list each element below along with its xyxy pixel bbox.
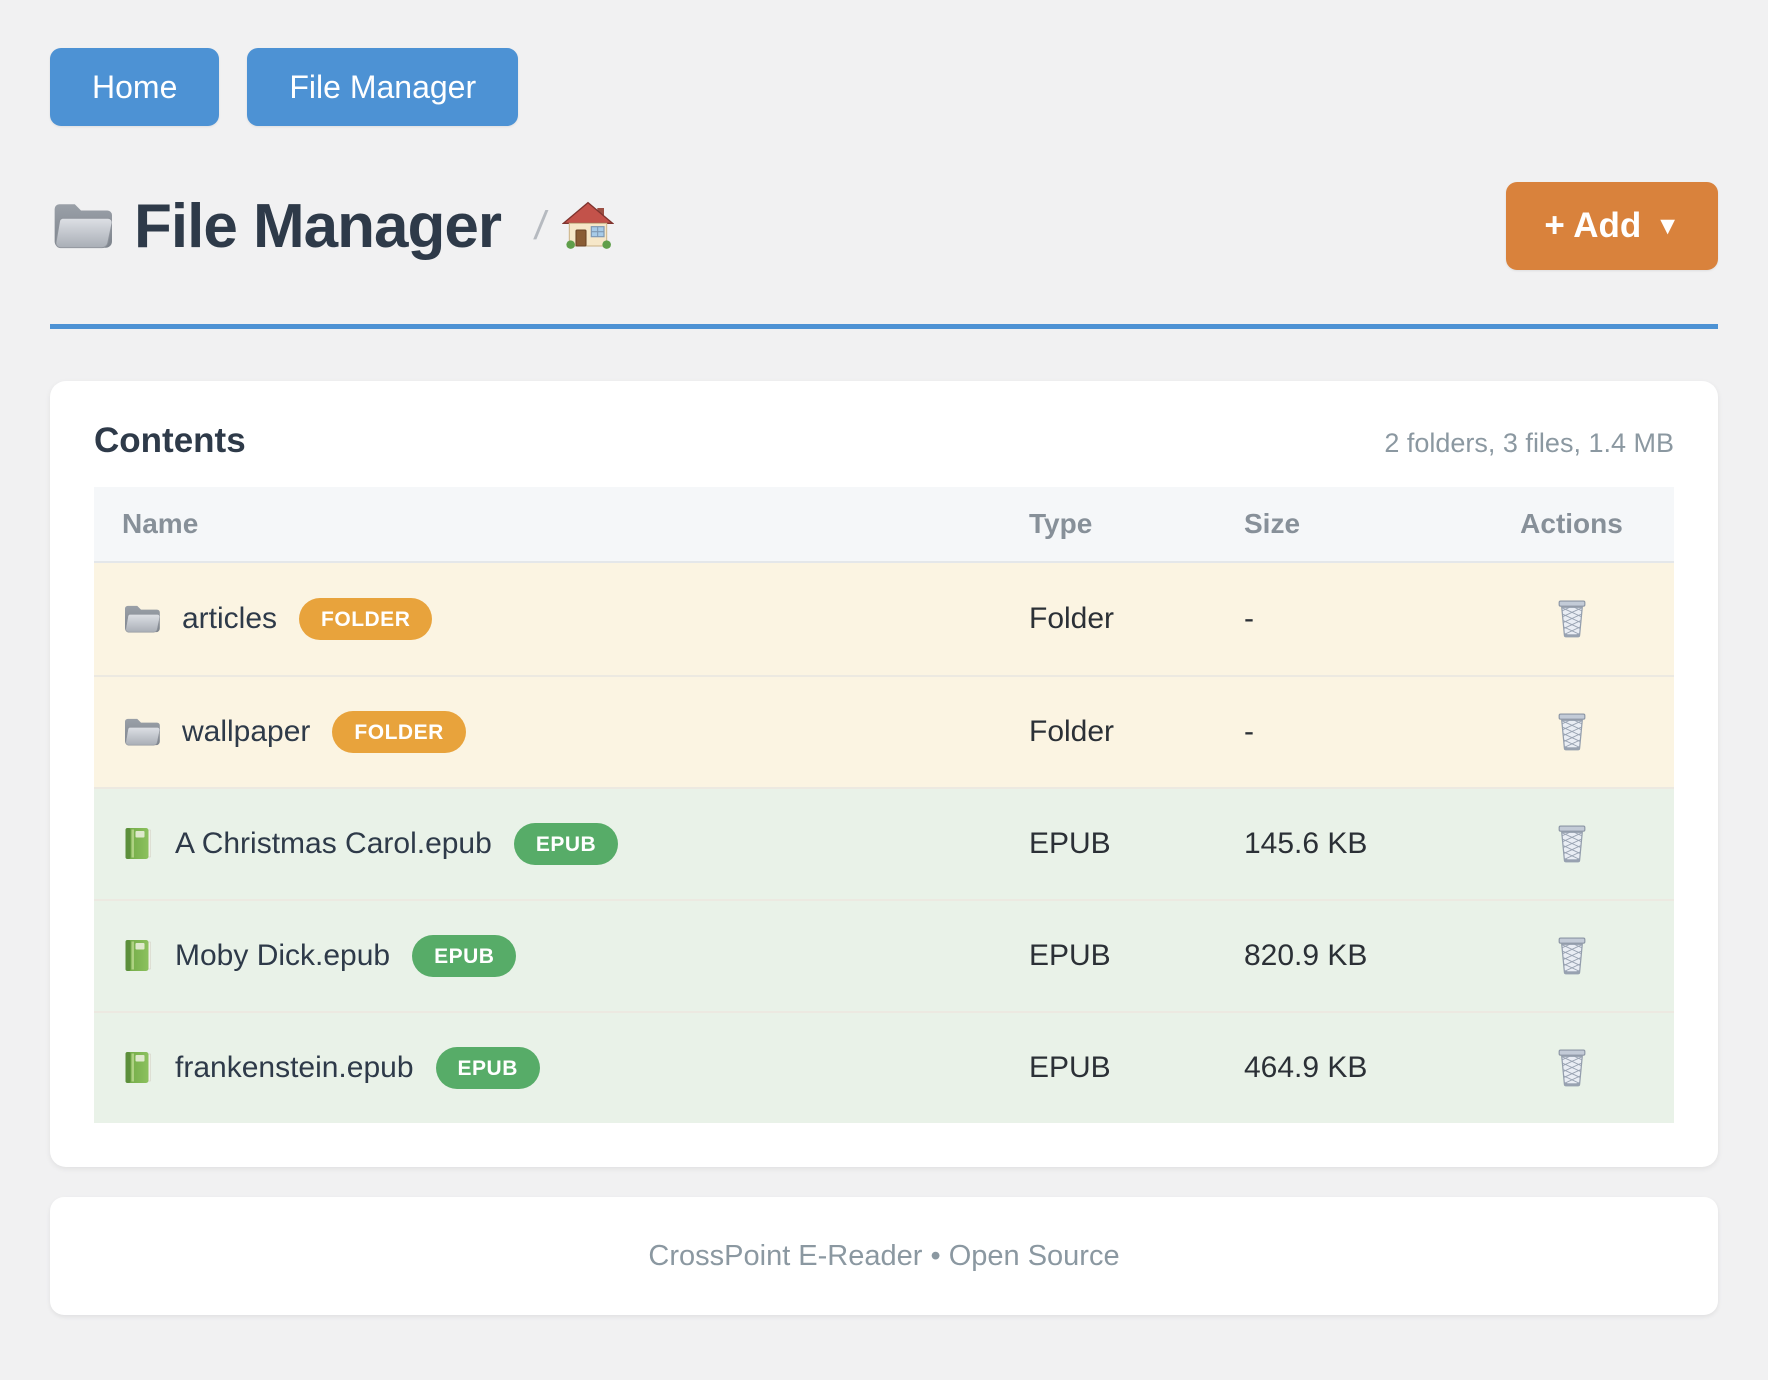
row-size: - (1244, 602, 1254, 635)
nav-button-home[interactable]: Home (50, 48, 220, 126)
contents-heading: Contents (94, 421, 246, 460)
table-row-wallpaper[interactable]: wallpaper FOLDER Folder - (94, 675, 1674, 787)
contents-summary: 2 folders, 3 files, 1.4 MB (1384, 428, 1674, 458)
delete-button[interactable] (1548, 930, 1596, 981)
title-group: File Manager / (50, 191, 1506, 262)
page-title: File Manager (134, 191, 502, 261)
breadcrumb-separator: / (531, 203, 550, 248)
table-row-moby-dick[interactable]: Moby Dick.epub EPUB EPUB 820.9 KB (94, 899, 1674, 1011)
trash-icon (1554, 936, 1590, 975)
epub-badge: EPUB (513, 823, 619, 865)
row-size: 145.6 KB (1244, 827, 1368, 860)
house-icon[interactable] (562, 201, 614, 251)
table-header-row: Name Type Size Actions (94, 487, 1674, 563)
table-row-articles[interactable]: articles FOLDER Folder - (94, 563, 1674, 675)
contents-card: Contents 2 folders, 3 files, 1.4 MB Name… (50, 381, 1718, 1167)
trash-icon (1554, 712, 1590, 751)
trash-icon (1554, 1048, 1590, 1087)
top-nav: Home File Manager (50, 48, 1718, 126)
delete-button[interactable] (1548, 593, 1596, 644)
row-name: frankenstein.epub (175, 1051, 414, 1084)
title-divider (50, 324, 1718, 329)
row-size: 464.9 KB (1244, 1051, 1368, 1084)
row-name: wallpaper (182, 715, 311, 748)
folder-badge: FOLDER (332, 711, 466, 753)
delete-button[interactable] (1548, 706, 1596, 757)
column-header-size: Size (1244, 508, 1301, 539)
nav-button-file-manager[interactable]: File Manager (247, 48, 519, 126)
row-type: EPUB (1029, 939, 1111, 972)
folder-icon (124, 605, 160, 633)
chevron-down-icon: ▼ (1655, 211, 1680, 240)
row-name-cell: articles FOLDER (94, 598, 1029, 640)
row-type: EPUB (1029, 827, 1111, 860)
contents-card-header: Contents 2 folders, 3 files, 1.4 MB (94, 421, 1674, 461)
row-name-cell: wallpaper FOLDER (94, 711, 1029, 753)
row-size: - (1244, 715, 1254, 748)
folder-icon (54, 203, 112, 249)
table-row-a-christmas-carol[interactable]: A Christmas Carol.epub EPUB EPUB 145.6 K… (94, 787, 1674, 899)
delete-button[interactable] (1548, 818, 1596, 869)
page-header: File Manager / + Add ▼ (50, 182, 1718, 270)
row-type: Folder (1029, 715, 1115, 748)
file-manager-page: Home File Manager File Manager / + Add ▼… (50, 48, 1718, 1315)
book-icon (125, 1051, 151, 1084)
epub-badge: EPUB (435, 1047, 540, 1089)
folder-icon (124, 718, 160, 746)
add-button[interactable]: + Add ▼ (1506, 182, 1718, 270)
row-type: Folder (1029, 602, 1115, 635)
row-type: EPUB (1029, 1051, 1111, 1084)
add-button-label: + Add (1544, 206, 1642, 245)
trash-icon (1554, 599, 1590, 638)
row-name-cell: Moby Dick.epub EPUB (94, 935, 1029, 977)
delete-button[interactable] (1548, 1042, 1596, 1093)
column-header-type: Type (1029, 508, 1093, 539)
epub-badge: EPUB (412, 935, 517, 977)
breadcrumb: / (531, 201, 614, 251)
file-table: Name Type Size Actions articles FOLDER F… (94, 487, 1674, 1123)
row-name-cell: A Christmas Carol.epub EPUB (94, 823, 1029, 865)
footer-text: CrossPoint E-Reader • Open Source (648, 1239, 1120, 1272)
column-header-actions: Actions (1520, 508, 1623, 539)
column-header-name: Name (122, 508, 199, 539)
row-size: 820.9 KB (1244, 939, 1368, 972)
row-name: A Christmas Carol.epub (175, 827, 492, 860)
row-name: articles (182, 602, 278, 635)
trash-icon (1554, 824, 1590, 863)
row-name: Moby Dick.epub (175, 939, 391, 972)
book-icon (125, 939, 151, 972)
folder-badge: FOLDER (299, 598, 433, 640)
footer-card: CrossPoint E-Reader • Open Source (50, 1197, 1718, 1315)
book-icon (125, 827, 151, 860)
row-name-cell: frankenstein.epub EPUB (94, 1047, 1029, 1089)
table-row-frankenstein[interactable]: frankenstein.epub EPUB EPUB 464.9 KB (94, 1011, 1674, 1123)
